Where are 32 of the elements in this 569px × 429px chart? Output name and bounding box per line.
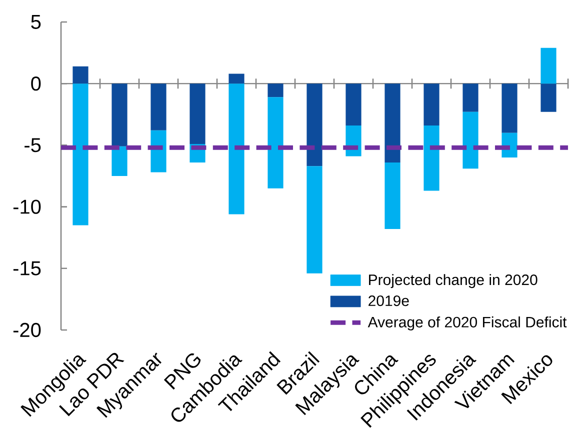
bar (346, 84, 362, 126)
bar (112, 84, 128, 146)
bar (424, 125, 440, 191)
y-tick-label: -15 (13, 261, 41, 276)
bar (462, 112, 478, 169)
bar (268, 97, 284, 188)
y-tick-label: 5 (31, 15, 41, 29)
bar (72, 84, 88, 226)
legend-label: 2019e (368, 295, 409, 306)
bar (462, 84, 478, 112)
bar (306, 166, 322, 274)
y-tick-label: 0 (31, 76, 41, 91)
bar (72, 66, 88, 84)
bar (268, 84, 284, 98)
y-tick-label: -5 (24, 138, 41, 152)
bar (190, 84, 206, 144)
bar (150, 130, 166, 172)
bar (424, 84, 440, 126)
bar (306, 84, 322, 166)
bar (384, 162, 400, 229)
bar (384, 84, 400, 162)
bar (540, 84, 556, 112)
bar (150, 84, 166, 130)
legend-label: Average of 2020 Fiscal Deficit (368, 316, 567, 330)
bar (112, 146, 128, 176)
y-tick-label: -10 (13, 200, 41, 214)
bar (502, 84, 518, 133)
legend-label: Projected change in 2020 (369, 274, 538, 288)
bar (228, 74, 244, 84)
bar (540, 48, 556, 84)
y-tick-label: -20 (13, 322, 41, 338)
bar (228, 84, 244, 214)
